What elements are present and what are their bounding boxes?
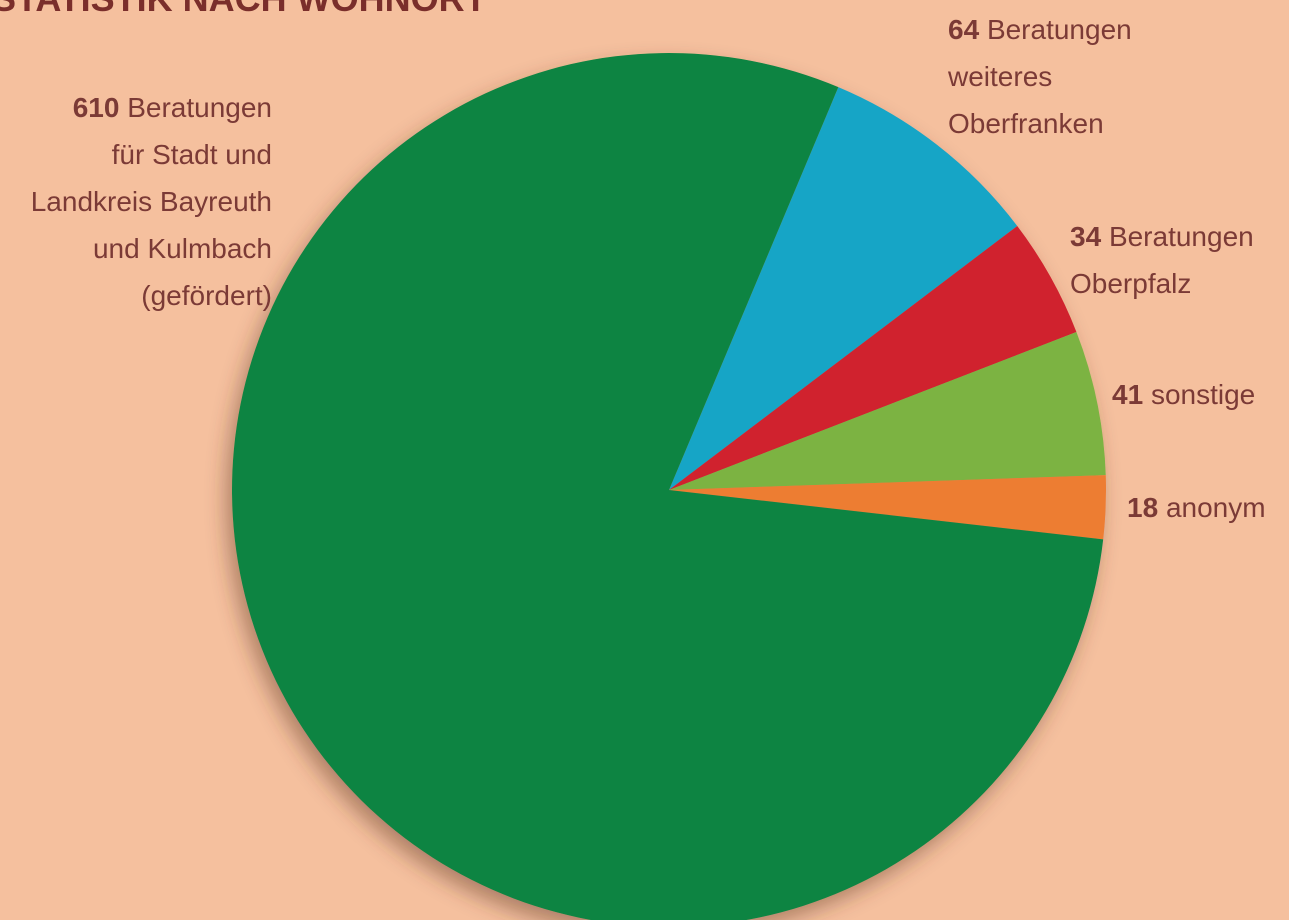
chart-title: STATISTIK NACH WOHNORT — [0, 0, 487, 20]
slice-label: 64 Beratungen weiteres Oberfranken — [948, 6, 1132, 147]
pie — [232, 53, 1107, 920]
category-label: Beratungen Oberpfalz — [1070, 221, 1254, 299]
slice-label: 18 anonym — [1127, 484, 1266, 531]
value-label: 610 — [72, 92, 120, 123]
category-label: Beratungen weiteres Oberfranken — [948, 14, 1132, 139]
value-label: 41 — [1112, 379, 1144, 410]
value-label: 34 — [1070, 221, 1102, 252]
value-label: 18 — [1127, 492, 1159, 523]
pie-slice — [232, 53, 1104, 920]
category-label: Beratungen für Stadt und Landkreis Bayre… — [30, 92, 272, 311]
value-label: 64 — [948, 14, 980, 45]
pie-slice — [669, 87, 1018, 490]
category-label: anonym — [1165, 492, 1266, 523]
pie-slice — [669, 226, 1077, 490]
slice-label: 610 Beratungen für Stadt und Landkreis B… — [31, 84, 272, 319]
category-label: sonstige — [1150, 379, 1256, 410]
slice-label: 41 sonstige — [1112, 371, 1255, 418]
slice-label: 34 Beratungen Oberpfalz — [1070, 213, 1254, 307]
pie-slice — [669, 475, 1107, 540]
pie-slice — [669, 331, 1106, 490]
